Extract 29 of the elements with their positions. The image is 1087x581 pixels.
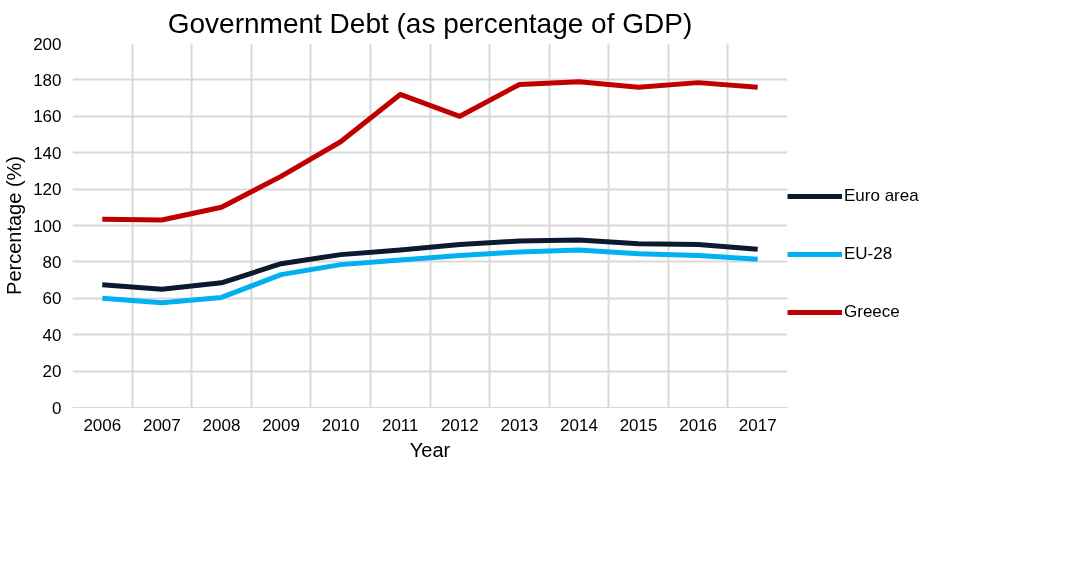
x-tick-label: 2014 — [560, 415, 598, 435]
legend-label: Greece — [844, 302, 900, 322]
x-tick-label: 2010 — [321, 415, 360, 435]
x-tick-label: 2012 — [440, 415, 479, 435]
y-tick-label: 40 — [42, 325, 62, 345]
x-tick-label: 2013 — [500, 415, 539, 435]
chart-title: Government Debt (as percentage of GDP) — [167, 7, 693, 39]
x-tick-label: 2011 — [381, 415, 419, 435]
x-tick-label: 2006 — [83, 415, 122, 435]
x-tick-label: 2008 — [202, 415, 241, 435]
y-tick-label: 100 — [33, 216, 62, 236]
legend-label: EU-28 — [844, 244, 893, 264]
y-tick-label: 20 — [42, 362, 62, 382]
y-tick-label: 200 — [33, 34, 62, 54]
y-tick-label: 0 — [52, 398, 62, 418]
y-axis-title: Percentage (%) — [3, 156, 26, 295]
y-tick-label: 80 — [42, 252, 62, 272]
y-tick-label: 120 — [33, 180, 62, 200]
x-tick-label: 2016 — [679, 415, 718, 435]
y-tick-label: 160 — [33, 107, 62, 127]
x-tick-label: 2009 — [262, 415, 300, 435]
y-tick-label: 180 — [33, 70, 62, 90]
x-tick-label: 2007 — [142, 415, 181, 435]
y-tick-label: 140 — [33, 143, 62, 163]
y-tick-label: 60 — [42, 289, 62, 309]
x-axis-title: Year — [409, 438, 451, 461]
legend-label: Euro area — [844, 186, 919, 206]
x-tick-label: 2015 — [619, 415, 658, 435]
x-tick-label: 2017 — [738, 415, 777, 435]
